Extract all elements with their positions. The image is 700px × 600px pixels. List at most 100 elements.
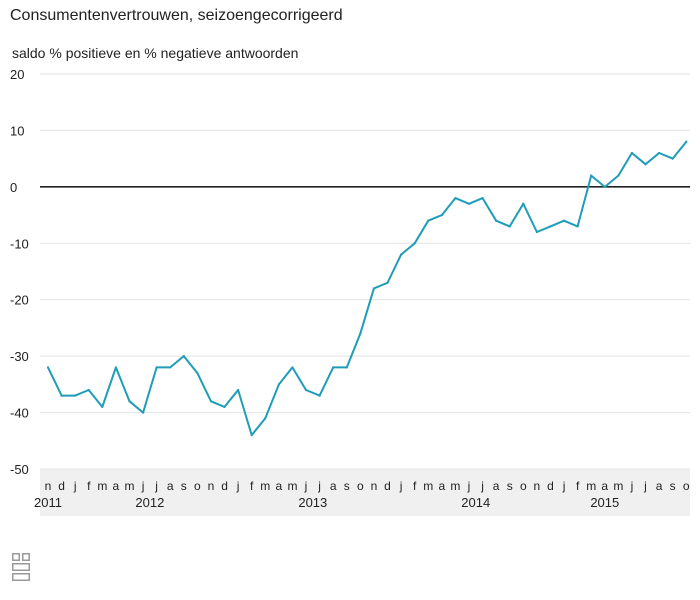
- x-year-label: 2013: [298, 495, 327, 510]
- x-month-label: m: [97, 479, 107, 493]
- data-point: [101, 405, 104, 409]
- x-month-label: s: [670, 479, 676, 493]
- chart-subtitle: saldo % positieve en % negatieve antwoor…: [12, 45, 299, 61]
- x-month-label: d: [547, 479, 554, 493]
- data-point: [237, 388, 240, 392]
- data-point: [169, 366, 172, 369]
- x-month-label: j: [317, 479, 321, 493]
- data-point: [114, 366, 117, 369]
- data-point: [603, 185, 606, 188]
- data-point: [535, 230, 538, 234]
- data-point: [481, 197, 484, 200]
- x-month-label: j: [630, 479, 634, 493]
- data-point: [549, 225, 552, 228]
- data-point: [155, 366, 158, 369]
- x-month-label: m: [450, 479, 460, 493]
- x-month-label: j: [643, 479, 647, 493]
- x-month-label: f: [413, 479, 417, 493]
- data-point: [658, 151, 661, 155]
- data-point: [332, 366, 335, 369]
- x-year-label: 2014: [461, 495, 490, 510]
- x-month-label: a: [330, 479, 337, 493]
- x-month-label: s: [344, 479, 350, 493]
- x-month-label: s: [507, 479, 513, 493]
- y-tick-label: 10: [10, 123, 24, 138]
- data-point: [454, 197, 457, 200]
- chart-title: Consumentenvertrouwen, seizoengecorrigee…: [10, 7, 343, 24]
- x-month-label: j: [467, 479, 471, 493]
- x-month-label: m: [124, 479, 134, 493]
- data-point: [223, 405, 226, 409]
- x-month-label: m: [423, 479, 433, 493]
- data-point: [372, 287, 376, 290]
- data-point: [318, 394, 321, 397]
- data-point: [304, 388, 308, 392]
- x-month-label: f: [576, 479, 580, 493]
- x-month-label: j: [480, 479, 484, 493]
- data-point: [291, 366, 294, 369]
- x-axis-band: [40, 469, 690, 516]
- data-point: [359, 332, 362, 335]
- x-month-label: o: [683, 479, 690, 493]
- x-month-label: f: [87, 479, 91, 493]
- x-month-label: n: [45, 479, 52, 493]
- data-point: [345, 366, 348, 369]
- x-month-label: m: [586, 479, 596, 493]
- x-month-label: o: [520, 479, 527, 493]
- data-point: [60, 394, 63, 397]
- x-month-label: o: [357, 479, 364, 493]
- x-month-label: d: [58, 479, 65, 493]
- data-point: [522, 202, 525, 205]
- x-month-label: o: [194, 479, 201, 493]
- x-month-label: a: [167, 479, 174, 493]
- data-point: [508, 225, 511, 228]
- x-month-label: s: [181, 479, 187, 493]
- data-point: [277, 383, 280, 386]
- x-month-label: m: [260, 479, 270, 493]
- x-year-label: 2012: [135, 495, 164, 510]
- x-month-label: d: [384, 479, 391, 493]
- x-month-label: j: [399, 479, 403, 493]
- x-year-label: 2015: [590, 495, 619, 510]
- x-month-label: a: [113, 479, 120, 493]
- x-month-label: j: [73, 479, 77, 493]
- y-tick-label: -20: [10, 293, 29, 308]
- x-month-label: m: [613, 479, 623, 493]
- x-month-label: j: [562, 479, 566, 493]
- x-month-label: a: [601, 479, 608, 493]
- data-point: [141, 411, 145, 414]
- data-point: [630, 151, 634, 155]
- data-point: [74, 394, 77, 397]
- x-month-label: a: [493, 479, 500, 493]
- data-point: [562, 219, 566, 222]
- data-point: [413, 242, 416, 245]
- x-month-label: n: [208, 479, 215, 493]
- data-point: [685, 140, 688, 143]
- x-month-label: a: [656, 479, 663, 493]
- data-point: [128, 400, 131, 403]
- data-point: [386, 281, 389, 284]
- x-year-label: 2011: [34, 495, 62, 510]
- y-tick-label: 20: [10, 67, 24, 82]
- x-month-label: f: [250, 479, 254, 493]
- data-point: [427, 219, 430, 222]
- data-point: [182, 355, 185, 358]
- y-tick-label: -40: [10, 406, 29, 421]
- y-tick-label: -50: [10, 462, 29, 477]
- x-month-label: a: [438, 479, 445, 493]
- cbs-logo-icon: [12, 553, 30, 581]
- y-tick-label: -10: [10, 236, 29, 251]
- data-point: [264, 417, 267, 420]
- data-point: [495, 219, 498, 222]
- data-point: [467, 202, 471, 205]
- y-tick-label: 0: [10, 180, 17, 195]
- x-month-label: n: [371, 479, 378, 493]
- y-tick-label: -30: [10, 349, 29, 364]
- x-month-label: j: [154, 479, 158, 493]
- x-month-label: j: [141, 479, 145, 493]
- x-month-label: j: [304, 479, 308, 493]
- x-month-label: a: [276, 479, 283, 493]
- x-month-label: n: [534, 479, 541, 493]
- data-point: [250, 434, 253, 437]
